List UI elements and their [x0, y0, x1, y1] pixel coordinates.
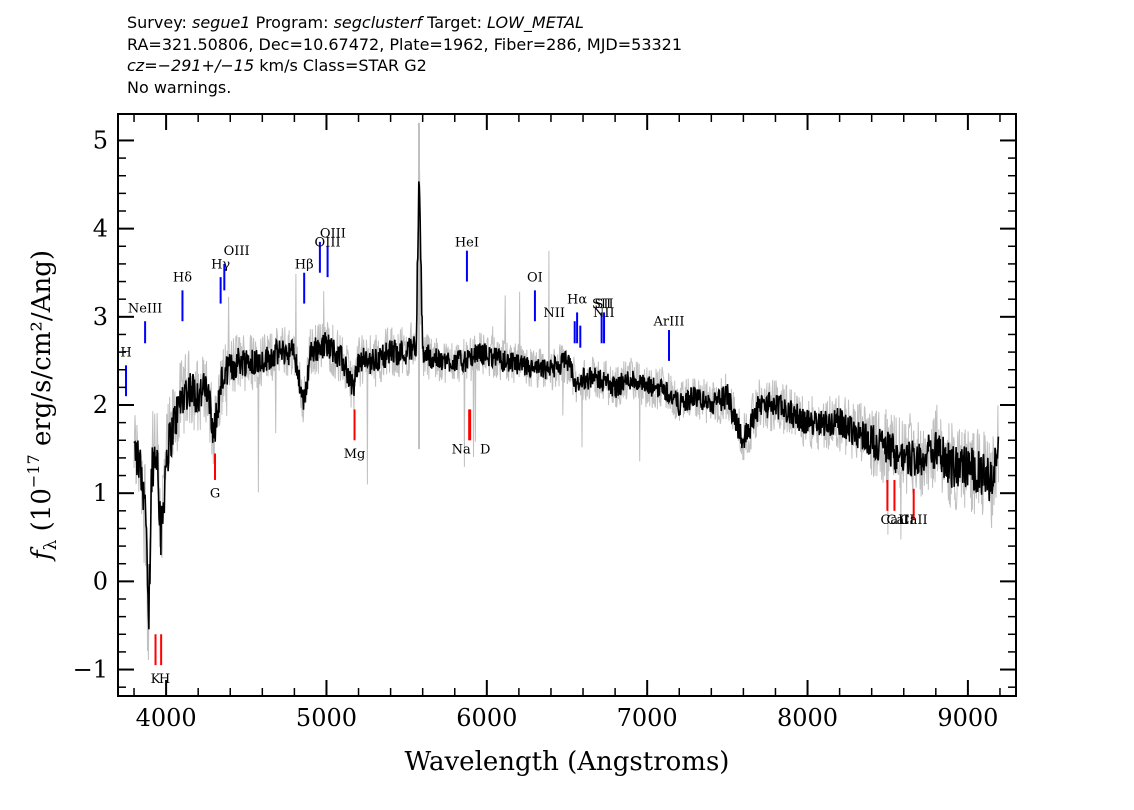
emission-line-label: HeI — [455, 235, 479, 250]
x-tick-label: 5000 — [296, 704, 357, 732]
absorption-line-label: CaII — [880, 513, 908, 528]
absorption-line-label: K — [151, 672, 161, 687]
absorption-line-label: Na — [452, 443, 471, 458]
error-band-path — [133, 165, 999, 661]
program-label: Program: — [255, 13, 329, 32]
y-tick-label: 3 — [93, 303, 108, 331]
header-line-warnings: No warnings. — [127, 77, 232, 97]
emission-line-label: Hγ — [211, 257, 230, 272]
spectrum-header: Survey: segue1 Program: segclusterf Targ… — [127, 12, 682, 98]
y-tick-label: 1 — [93, 479, 108, 507]
flux-layer — [133, 181, 1000, 630]
x-tick-label: 4000 — [136, 704, 197, 732]
absorption-line-label: Mg — [344, 447, 366, 462]
emission-line-label: OIII — [224, 244, 250, 259]
x-axis-title: Wavelength (Angstroms) — [405, 747, 730, 777]
emission-line-label: OIII — [315, 235, 341, 250]
absorption-line-label: G — [210, 487, 220, 502]
y-tick-label: −1 — [73, 656, 108, 684]
y-tick-label: 5 — [93, 126, 108, 154]
error-band-layer — [133, 122, 999, 661]
emission-line-label: NeIII — [128, 301, 162, 316]
y-tick-label: 0 — [93, 567, 108, 595]
flux-path — [133, 181, 1000, 630]
x-tick-label: 7000 — [617, 704, 678, 732]
header-line-redshift: cz=−291+/−15 km/s Class=STAR G2 — [127, 55, 682, 77]
emission-line-label: H — [120, 346, 131, 361]
emission-line-label: NII — [593, 306, 615, 321]
target-label: Target: — [427, 13, 482, 32]
emission-line-label: Hδ — [173, 271, 192, 286]
survey-value: segue1 — [191, 13, 251, 32]
axis-ticks-layer: 4000 5000 6000 7000 8000 9000 −1 0 1 2 3 4 5 — [73, 114, 1016, 732]
emission-line-label: SII — [594, 297, 613, 312]
emission-line-label: SII — [592, 297, 611, 312]
emission-line-label: OIII — [320, 226, 346, 241]
y-axis-title: fλ (10−17 erg/s/cm²/Ang) — [24, 250, 61, 562]
y-tick-label: 4 — [93, 215, 108, 243]
y-tick-label: 2 — [93, 391, 108, 419]
survey-label: Survey: — [127, 13, 187, 32]
target-value: LOW_METAL — [487, 13, 584, 32]
emission-line-label: OI — [527, 271, 543, 286]
emission-line-label: Hα — [567, 293, 587, 308]
absorption-line-label: CaII — [900, 513, 928, 528]
program-value: segclusterf — [333, 13, 422, 32]
cz-units-class: km/s Class=STAR G2 — [259, 56, 427, 75]
header-line-coordinates: RA=321.50806, Dec=10.67472, Plate=1962, … — [127, 34, 683, 54]
x-tick-label: 8000 — [777, 704, 838, 732]
absorption-line-label: CaII — [887, 513, 915, 528]
plot-frame — [117, 113, 1017, 697]
cz-label: cz= — [127, 56, 158, 75]
emission-line-label: ArIII — [652, 315, 684, 330]
x-tick-label: 6000 — [456, 704, 517, 732]
absorption-line-label: D — [480, 443, 490, 458]
absorption-line-label: H — [159, 672, 170, 687]
emission-line-label: NII — [543, 306, 565, 321]
cz-value: −291+/−15 — [157, 56, 255, 75]
header-line-survey: Survey: segue1 Program: segclusterf Targ… — [127, 12, 682, 34]
x-tick-label: 9000 — [937, 704, 998, 732]
emission-line-label: Hβ — [295, 257, 314, 272]
